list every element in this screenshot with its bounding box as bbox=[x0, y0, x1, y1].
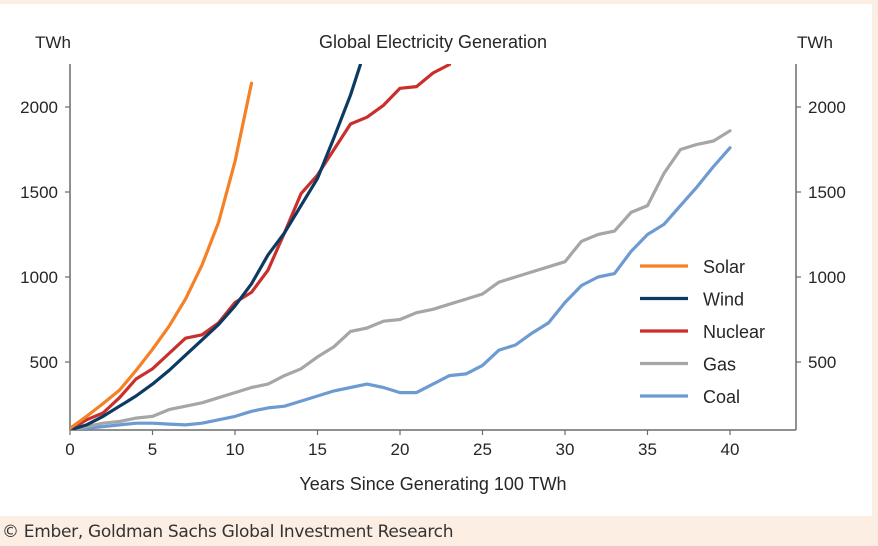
legend-label-gas: Gas bbox=[703, 355, 736, 375]
x-axis-label: Years Since Generating 100 TWh bbox=[299, 474, 566, 494]
x-tick-label: 15 bbox=[308, 440, 327, 459]
y-tick-label-left: 500 bbox=[30, 353, 58, 372]
x-tick-label: 40 bbox=[721, 440, 740, 459]
y-tick-label-right: 1000 bbox=[808, 268, 846, 287]
series-line-nuclear bbox=[70, 64, 452, 430]
y-tick-label-left: 1000 bbox=[20, 268, 58, 287]
series-line-coal bbox=[70, 146, 732, 430]
y-axis-left-unit: TWh bbox=[35, 33, 71, 52]
x-tick-label: 0 bbox=[65, 440, 74, 459]
series-group bbox=[70, 64, 732, 430]
y-tick-label-right: 2000 bbox=[808, 98, 846, 117]
series-line-gas bbox=[70, 129, 732, 430]
y-tick-label-right: 1500 bbox=[808, 183, 846, 202]
y-axis-right-unit: TWh bbox=[797, 33, 833, 52]
x-tick-label: 35 bbox=[638, 440, 657, 459]
chart-title: Global Electricity Generation bbox=[319, 32, 547, 52]
legend: Solar Wind Nuclear Gas Coal bbox=[640, 257, 765, 407]
y-tick-label-left: 2000 bbox=[20, 98, 58, 117]
legend-label-wind: Wind bbox=[703, 290, 744, 310]
axes: 500 500 1000 1000 1500 1500 2000 2000 0 5 10 15 20 25… bbox=[20, 64, 846, 459]
y-tick-label-left: 1500 bbox=[20, 183, 58, 202]
legend-label-nuclear: Nuclear bbox=[703, 322, 765, 342]
x-tick-label: 10 bbox=[226, 440, 245, 459]
series-line-solar bbox=[70, 81, 254, 430]
x-tick-label: 5 bbox=[148, 440, 157, 459]
source-credit: © Ember, Goldman Sachs Global Investment… bbox=[2, 522, 454, 542]
legend-label-coal: Coal bbox=[703, 387, 740, 407]
x-tick-label: 20 bbox=[391, 440, 410, 459]
y-tick-label-right: 500 bbox=[808, 353, 836, 372]
series-line-wind bbox=[70, 64, 362, 430]
legend-label-solar: Solar bbox=[703, 257, 745, 277]
x-tick-label: 30 bbox=[556, 440, 575, 459]
x-tick-label: 25 bbox=[473, 440, 492, 459]
